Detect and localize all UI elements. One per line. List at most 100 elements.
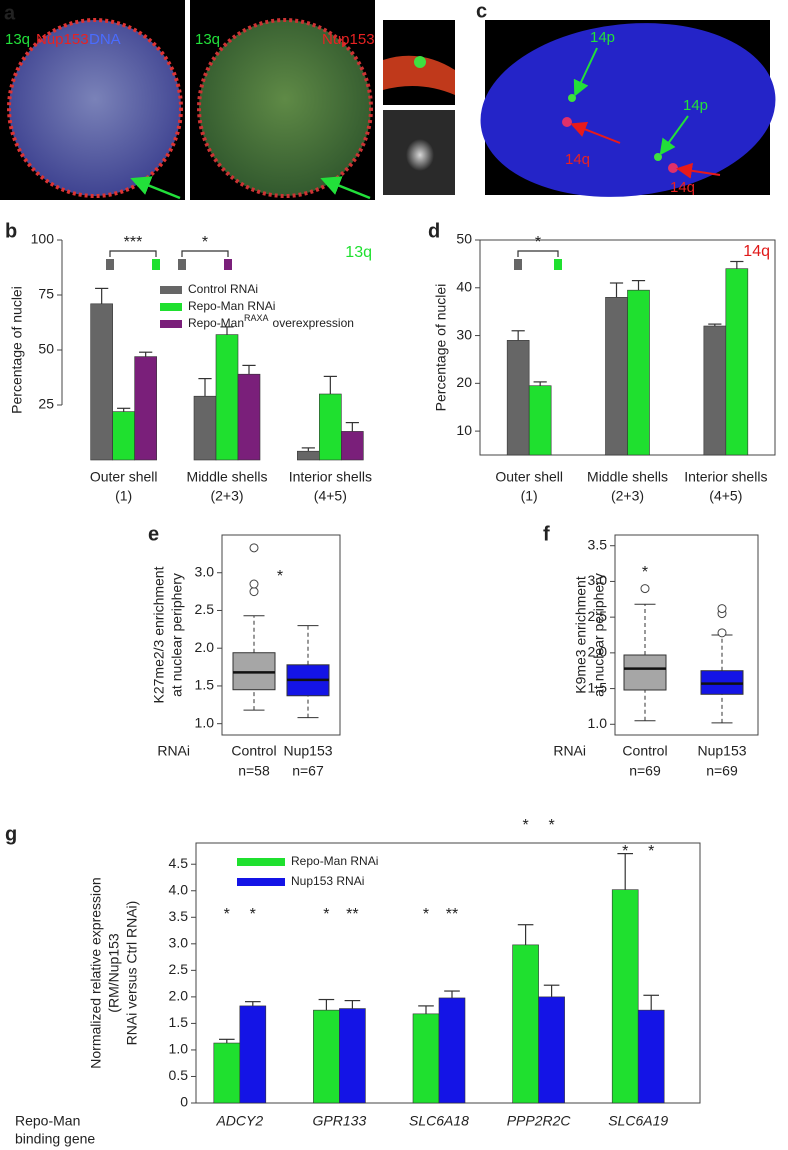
x-tick-label: Interior shells — [684, 469, 767, 485]
significance: *** — [124, 234, 143, 251]
y-tick-label: 0.5 — [169, 1067, 189, 1083]
y-axis-label: at nuclear periphery — [169, 573, 185, 697]
x-tick-sublabel: (4+5) — [709, 488, 742, 504]
bar — [412, 1013, 440, 1104]
legend-swatch — [237, 858, 285, 866]
y-tick-label: 20 — [456, 374, 472, 390]
bar — [538, 996, 565, 1104]
bar — [237, 373, 261, 461]
y-tick-label: 3.5 — [169, 908, 189, 924]
legend-name: Nup153 RNAi — [291, 874, 364, 888]
panel-letter: d — [428, 220, 440, 242]
y-tick-label: 50 — [38, 341, 54, 357]
panel-tag: 14q — [743, 243, 770, 260]
bracket-marker — [224, 259, 232, 270]
bar — [239, 1005, 267, 1104]
legend-swatch — [160, 303, 182, 311]
bracket-marker — [178, 259, 186, 270]
bar — [339, 1008, 366, 1104]
flier — [717, 628, 727, 638]
bar — [528, 385, 552, 456]
y-tick-label: 2.0 — [588, 644, 608, 660]
box — [623, 654, 667, 691]
bar — [512, 944, 539, 1104]
panel-letter: b — [5, 220, 17, 242]
flier — [249, 543, 259, 553]
significance: ** — [446, 906, 458, 923]
x-tick-sublabel: (2+3) — [210, 488, 243, 504]
bar — [297, 450, 320, 461]
bar — [611, 889, 639, 1104]
bracket-marker — [152, 259, 160, 270]
y-axis-label: Normalized relative expression — [88, 877, 104, 1068]
bar — [112, 411, 135, 461]
legend-swatch — [160, 286, 182, 294]
y-tick-label: 3.5 — [588, 536, 608, 552]
y-tick-label: 4.5 — [169, 855, 189, 871]
flier — [249, 579, 259, 589]
n-label: n=69 — [706, 763, 738, 779]
y-axis-label: Percentage of nuclei — [9, 286, 25, 414]
image-label: 13q — [195, 31, 220, 48]
x-axis-label: RNAi — [157, 743, 190, 759]
y-tick-label: 2.5 — [195, 601, 215, 617]
significance-bracket — [181, 250, 229, 257]
x-tick-label: Control — [622, 743, 667, 759]
significance: * — [522, 817, 528, 834]
bracket-marker — [106, 259, 114, 270]
y-tick-label: 0 — [180, 1094, 188, 1110]
bar — [134, 356, 157, 461]
y-tick-label: 40 — [456, 278, 472, 294]
plot-frame — [614, 534, 759, 736]
bar — [213, 1042, 241, 1104]
image-label: Nup153 — [36, 31, 89, 48]
y-tick-label: 75 — [38, 286, 54, 302]
bar — [627, 289, 650, 456]
x-tick-sublabel: (1) — [521, 488, 538, 504]
bar — [438, 997, 466, 1104]
legend-tail: overexpression — [273, 316, 354, 330]
significance-bracket — [517, 250, 559, 257]
image-label: 13q — [5, 31, 30, 48]
panel-letter: f — [543, 523, 550, 545]
legend-swatch — [160, 320, 182, 328]
y-axis-label: K27me2/3 enrichment — [151, 566, 167, 703]
panel-letter: e — [148, 523, 159, 545]
flier — [640, 584, 650, 594]
x-tick-label: Interior shells — [289, 469, 372, 485]
n-label: n=69 — [629, 763, 661, 779]
legend-label: Repo-Man RNAi — [188, 299, 275, 313]
significance: * — [648, 843, 654, 860]
legend-label: Control RNAi — [188, 282, 258, 296]
x-tick-label: Middle shells — [187, 469, 268, 485]
x-axis-label: Repo-Man — [15, 1113, 80, 1129]
bracket-marker — [514, 259, 522, 270]
plot-frame — [221, 534, 341, 736]
x-tick-label: SLC6A18 — [409, 1113, 469, 1129]
bar — [341, 431, 364, 461]
x-tick-label: PPP2R2C — [507, 1113, 572, 1129]
significance-bracket — [109, 250, 157, 257]
legend-name: Repo-Man RNAi — [291, 854, 378, 868]
x-tick-label: SLC6A19 — [608, 1113, 668, 1129]
y-tick-label: 25 — [38, 396, 54, 412]
micrograph-c: c 14p 14p 14q 14q — [476, 0, 776, 197]
legend-label: Nup153 RNAi — [291, 874, 364, 888]
legend-swatch — [237, 878, 285, 886]
y-tick-label: 100 — [31, 231, 55, 247]
x-tick-sublabel: (4+5) — [314, 488, 347, 504]
y-tick-label: 4.0 — [169, 881, 189, 897]
image-label: Nup153 — [322, 31, 375, 48]
x-tick-label: Nup153 — [283, 743, 332, 759]
y-tick-label: 1.5 — [588, 679, 608, 695]
n-label: n=67 — [292, 763, 324, 779]
x-tick-label: Middle shells — [587, 469, 668, 485]
bar — [605, 297, 628, 456]
image-label: 14q — [565, 151, 590, 168]
y-tick-label: 3.0 — [169, 935, 189, 951]
y-tick-label: 10 — [456, 422, 472, 438]
y-tick-label: 1.5 — [195, 677, 215, 693]
image-label: 14p — [590, 29, 615, 46]
y-tick-label: 1.0 — [195, 714, 215, 730]
significance: * — [224, 906, 230, 923]
